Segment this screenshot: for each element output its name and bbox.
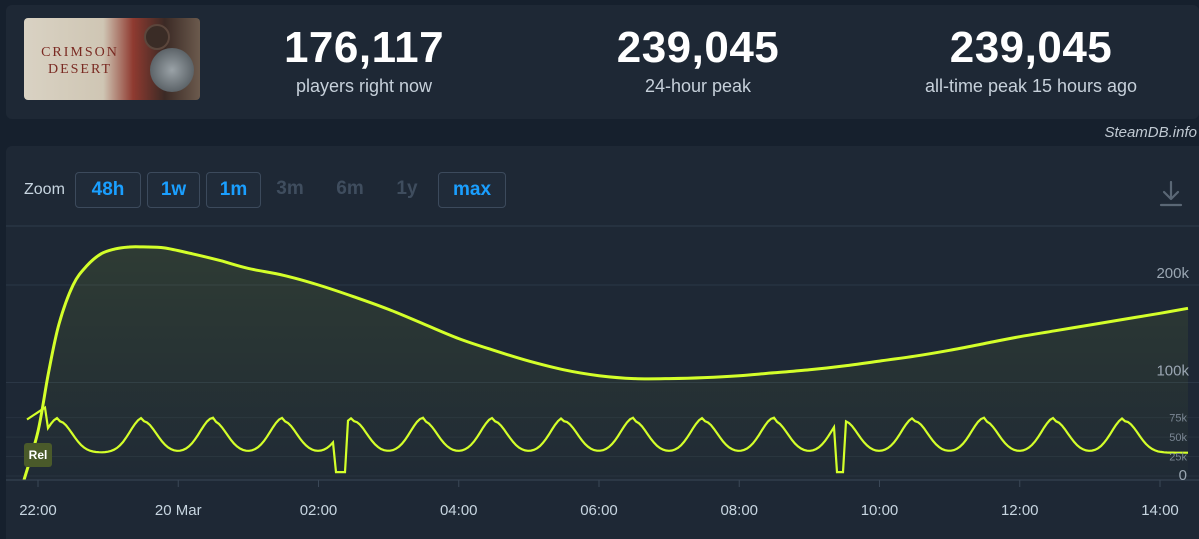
x-axis-labels: 22:00 20 Mar 02:00 04:00 06:00 08:00 10:00 12:0… xyxy=(19,480,1179,519)
series-line xyxy=(22,245,1189,481)
game-thumbnail[interactable]: CRIMSON DESERT xyxy=(24,18,200,100)
rel-axis-labels: 75k 50k 25k 0 xyxy=(1169,413,1187,484)
y-tick-label: 200k xyxy=(1156,265,1189,282)
x-tick-label: 06:00 xyxy=(580,502,618,519)
current-players-value: 176,117 xyxy=(283,23,445,72)
y-tick-label: 100k xyxy=(1156,363,1189,380)
download-icon[interactable] xyxy=(1159,180,1183,208)
all-time-peak-label: all-time peak 15 hours ago xyxy=(924,76,1138,96)
warrior-figure-icon xyxy=(144,24,170,50)
x-tick-label: 12:00 xyxy=(1001,502,1039,519)
zoom-48h-button[interactable]: 48h xyxy=(75,172,141,208)
x-tick-label: 20 Mar xyxy=(155,502,202,519)
zoom-max-button[interactable]: max xyxy=(438,172,506,208)
x-tick-label: 02:00 xyxy=(300,502,338,519)
x-tick-label: 04:00 xyxy=(440,502,478,519)
rel-tick-label: 75k xyxy=(1169,413,1187,425)
all-time-peak-value: 239,045 xyxy=(949,23,1113,72)
rel-tick-label: 0 xyxy=(1179,467,1187,484)
x-tick-label: 14:00 xyxy=(1141,502,1179,519)
zoom-label: Zoom xyxy=(24,181,65,198)
zoom-1m-button[interactable]: 1m xyxy=(206,172,261,208)
zoom-3m-button: 3m xyxy=(276,178,304,199)
series-area xyxy=(23,246,1189,480)
thumbnail-title: CRIMSON DESERT xyxy=(41,45,119,77)
stats-panel: CRIMSON DESERT 176,117 players right now… xyxy=(6,5,1199,119)
current-players-stat: 176,117 players right now xyxy=(259,25,469,97)
rel-series-line xyxy=(26,405,1188,474)
zoom-1y-button: 1y xyxy=(396,178,418,199)
zoom-1w-button[interactable]: 1w xyxy=(147,172,200,208)
shield-icon xyxy=(150,48,194,92)
steamdb-watermark[interactable]: SteamDB.info xyxy=(1104,124,1197,141)
peak-24h-value: 239,045 xyxy=(616,23,780,72)
zoom-6m-button: 6m xyxy=(336,178,364,199)
peak-24h-stat: 239,045 24-hour peak xyxy=(580,25,816,97)
rel-tick-label: 25k xyxy=(1169,452,1187,464)
x-tick-label: 10:00 xyxy=(861,502,899,519)
rel-tick-label: 50k xyxy=(1169,432,1187,444)
x-tick-label: 22:00 xyxy=(19,502,57,519)
current-players-label: players right now xyxy=(295,76,433,96)
peak-24h-label: 24-hour peak xyxy=(644,76,752,96)
all-time-peak-stat: 239,045 all-time peak 15 hours ago xyxy=(896,25,1166,97)
y-axis-labels: 100k 200k xyxy=(1156,265,1189,380)
rel-badge[interactable]: Rel xyxy=(24,443,52,467)
x-tick-label: 08:00 xyxy=(720,502,758,519)
